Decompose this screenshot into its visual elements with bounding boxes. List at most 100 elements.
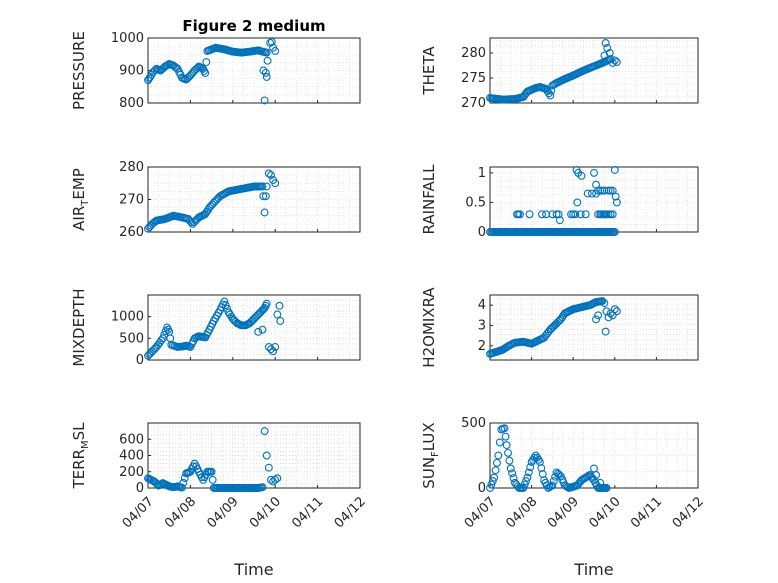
data-point [587, 189, 596, 198]
data-point [271, 343, 280, 351]
data-point [606, 55, 615, 63]
y-tick-label: 400 [119, 449, 144, 464]
data-point [525, 210, 534, 219]
data-point [221, 301, 230, 310]
data-point [260, 96, 269, 105]
data-point [262, 73, 271, 81]
panel-sun_flux: 0 500 04/07 04/08 04/09 04/10 04/11 04/12 SUNFLU… [420, 416, 707, 531]
data-point [492, 458, 501, 467]
data-point [519, 484, 528, 492]
panel-rainfall: 0 0.5 1 RAINFALL [420, 164, 699, 240]
data-point [592, 315, 601, 324]
axes-box [489, 166, 699, 233]
y-tick-label: 1000 [111, 31, 144, 46]
data-point [569, 210, 578, 219]
data-point [604, 186, 613, 195]
data-point [177, 483, 186, 492]
data-point [261, 68, 270, 77]
data-point [573, 198, 582, 207]
data-point [549, 477, 558, 486]
y-tick-label: 0 [136, 353, 144, 368]
y-tick-label: 0.5 [465, 195, 486, 210]
data-point [602, 484, 611, 492]
data-point [524, 468, 533, 477]
x-tick-label: 04/12 [670, 494, 707, 531]
data-point [208, 475, 217, 484]
y-tick-label: 270 [119, 193, 144, 208]
figure-title: Figure 2 medium [182, 17, 325, 35]
data-point [592, 180, 601, 189]
y-tick-label: 1000 [111, 310, 144, 325]
data-point [610, 56, 619, 65]
data-point [260, 427, 269, 436]
data-point [262, 451, 271, 460]
data-point [610, 228, 619, 236]
data-point [201, 69, 210, 78]
y-tick-label: 275 [461, 71, 486, 86]
y-tick-label: 800 [119, 96, 144, 111]
data-point [187, 218, 196, 227]
data-point [592, 471, 601, 479]
x-tick-label: 04/10 [587, 494, 624, 531]
x-tick-label: 04/11 [289, 494, 326, 531]
data-point [608, 59, 617, 67]
x-tick-label: 04/09 [205, 494, 242, 531]
data-point [487, 480, 496, 489]
data-point [273, 310, 282, 319]
data-point [534, 455, 543, 464]
data-point [260, 208, 269, 217]
x-tick-label: 04/10 [247, 494, 284, 531]
data-point [558, 313, 567, 322]
data-point [267, 345, 275, 354]
data-point [606, 210, 615, 219]
y-tick-label: 0 [136, 481, 144, 496]
data-point [608, 210, 617, 219]
axes-box [147, 294, 361, 361]
data-point [598, 484, 607, 492]
data-point [258, 483, 267, 492]
data-point [271, 179, 280, 188]
y-tick-label: 0 [478, 481, 486, 496]
data-point [551, 320, 560, 329]
data-point [567, 210, 576, 219]
data-point [254, 327, 263, 336]
y-tick-label: 2 [478, 339, 486, 354]
data-point [542, 210, 551, 219]
data-point [275, 301, 284, 310]
data-point [267, 171, 275, 180]
data-point [262, 182, 271, 191]
data-point [501, 432, 510, 441]
data-point [276, 317, 285, 325]
data-point [594, 311, 603, 320]
data-point [598, 186, 607, 195]
y-tick-label: 270 [461, 96, 486, 111]
y-tick-label: 0 [478, 225, 486, 240]
y-axis-label: H2OMIXRA [420, 287, 438, 368]
data-point [488, 477, 497, 486]
data-point [546, 91, 555, 100]
y-tick-label: 500 [119, 331, 144, 346]
data-point [491, 466, 500, 475]
data-point [601, 327, 610, 336]
panel-mixdepth: 0 500 1000 MIXDEPTH [70, 288, 361, 368]
y-tick-label: 200 [119, 465, 144, 480]
data-point [576, 210, 585, 219]
data-point [596, 478, 605, 487]
data-point [271, 475, 280, 484]
x-axis-label: Time [233, 560, 273, 579]
y-tick-label: 900 [119, 64, 144, 79]
data-point [262, 48, 271, 57]
y-axis-label: THETA [420, 46, 438, 96]
data-point [612, 58, 621, 66]
x-tick-label: 04/07 [120, 494, 157, 531]
x-tick-label: 04/08 [162, 494, 199, 531]
data-point [505, 456, 514, 465]
data-point [600, 186, 609, 195]
data-point [554, 210, 563, 219]
y-tick-label: 1 [478, 166, 486, 181]
data-point [548, 210, 557, 219]
data-point [556, 315, 565, 324]
data-point [602, 210, 611, 219]
data-point [538, 210, 546, 219]
